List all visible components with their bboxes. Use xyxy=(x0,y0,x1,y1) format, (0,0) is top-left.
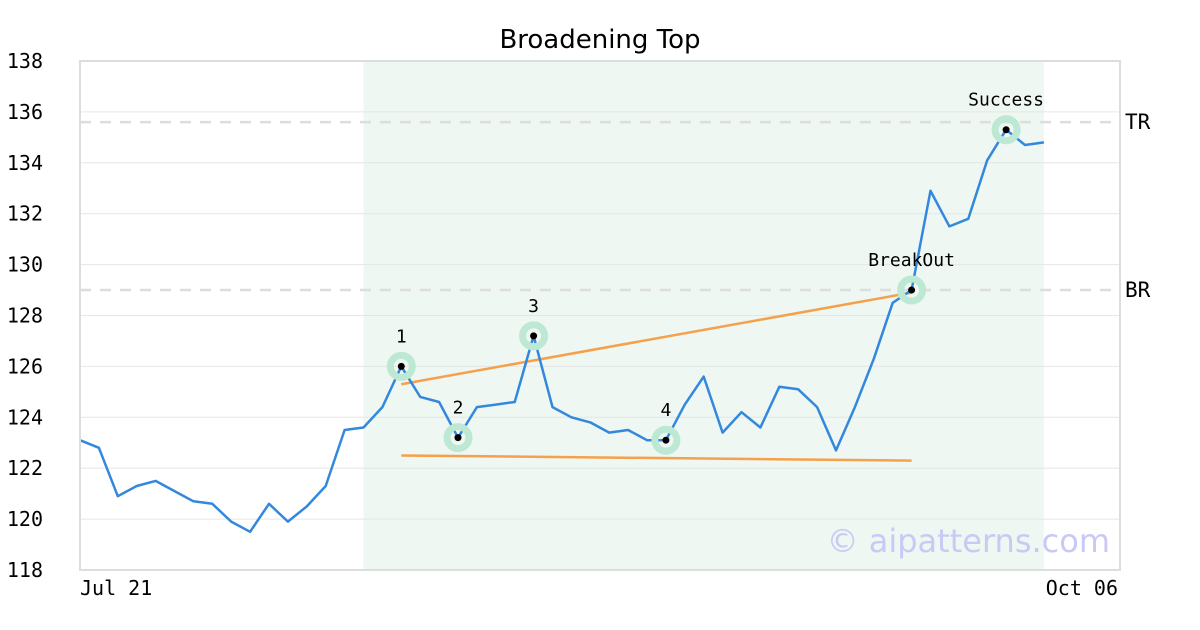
point-ring-2 xyxy=(443,423,473,453)
chart-title: Broadening Top xyxy=(499,25,700,55)
y-tick-label: 132 xyxy=(7,202,43,226)
point-dot-1 xyxy=(397,362,405,370)
level-label-br: BR xyxy=(1125,278,1151,302)
point-dot-success xyxy=(1002,126,1010,134)
plot-frame xyxy=(79,60,1121,571)
point-ring-breakout xyxy=(897,275,927,305)
point-label-2: 2 xyxy=(453,398,464,419)
point-dot-2 xyxy=(454,434,462,442)
upper-trendline xyxy=(401,291,912,386)
lower-trendline xyxy=(401,454,912,462)
y-tick-label: 136 xyxy=(7,100,43,124)
point-ring-4 xyxy=(651,425,681,455)
y-tick-label: 118 xyxy=(7,558,43,582)
y-tick-label: 124 xyxy=(7,405,43,429)
x-end-label: Oct 06 xyxy=(1046,576,1118,600)
point-dot-breakout xyxy=(908,286,916,294)
point-label-1: 1 xyxy=(396,326,407,347)
price-series-line xyxy=(79,128,1045,534)
y-tick-label: 126 xyxy=(7,354,43,378)
y-tick-label: 138 xyxy=(7,49,43,73)
point-dot-3 xyxy=(530,332,538,340)
point-ring-3 xyxy=(519,321,549,351)
y-tick-label: 130 xyxy=(7,253,43,277)
point-ring-success xyxy=(991,115,1021,145)
watermark: © aipatterns.com xyxy=(827,522,1110,560)
point-label-4: 4 xyxy=(660,400,671,421)
point-label-3: 3 xyxy=(528,296,539,317)
x-start-label: Jul 21 xyxy=(80,576,152,600)
y-tick-label: 120 xyxy=(7,507,43,531)
level-label-tr: TR xyxy=(1125,110,1151,134)
point-label-success: Success xyxy=(968,90,1044,111)
y-tick-label: 122 xyxy=(7,456,43,480)
point-ring-1 xyxy=(386,351,416,381)
point-dot-4 xyxy=(662,436,670,444)
y-tick-label: 128 xyxy=(7,304,43,328)
point-label-breakout: BreakOut xyxy=(868,250,955,271)
y-tick-label: 134 xyxy=(7,151,43,175)
